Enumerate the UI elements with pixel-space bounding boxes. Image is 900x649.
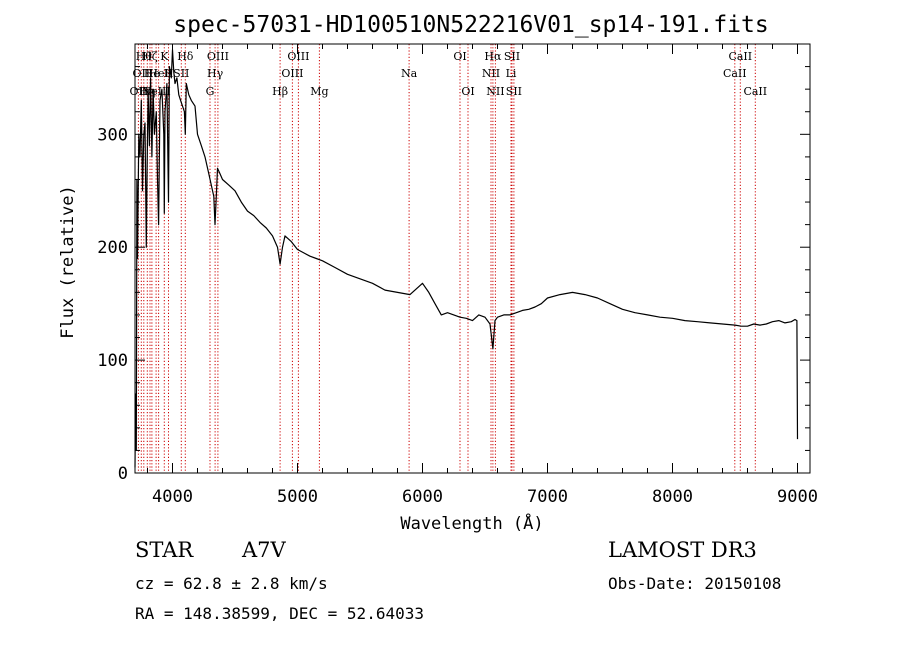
spectral-line-label: OIII <box>287 50 309 63</box>
spectrum-chart: spec-57031-HD100510N522216V01_sp14-191.f… <box>58 12 818 534</box>
plot-frame <box>134 43 811 474</box>
spectral-line-label: Mg <box>310 85 328 98</box>
y-tick-label: 100 <box>97 351 128 371</box>
chart-title: spec-57031-HD100510N522216V01_sp14-191.f… <box>173 12 768 38</box>
x-tick-label: 8000 <box>652 487 693 507</box>
spectral-line-markers <box>137 44 756 473</box>
x-tick-label: 4000 <box>152 487 193 507</box>
spectral-line-label: Hβ <box>272 85 288 98</box>
spectral-line-label: Hζ <box>142 50 158 63</box>
x-tick-label: 9000 <box>777 487 818 507</box>
x-tick-label: 5000 <box>277 487 318 507</box>
spectral-line-label: SII <box>173 67 189 80</box>
spectral-line-label: CaII <box>728 50 752 63</box>
spectral-line-label: G <box>206 85 215 98</box>
spectral-line-label: CaII <box>743 85 767 98</box>
spectral-line-label: OII <box>130 85 148 98</box>
spectral-line-label: HeI <box>148 67 168 80</box>
spectral-line-label: OI <box>453 50 466 63</box>
y-tick-label: 0 <box>118 464 128 484</box>
spectral-line-label: H <box>164 67 174 80</box>
redshift-text: cz = 62.8 ± 2.8 km/s <box>135 574 328 593</box>
spectral-line-label: NII <box>486 85 504 98</box>
survey-name: LAMOST DR3 <box>608 538 757 562</box>
spectral-line-label: Na <box>401 67 418 80</box>
spectral-line-label: OIII <box>281 67 303 80</box>
coordinates-text: RA = 148.38599, DEC = 52.64033 <box>135 604 424 623</box>
spectral-line-label: Hδ <box>177 50 194 63</box>
spectral-line-label: Li <box>506 67 517 80</box>
spectral-line-label: CaII <box>723 67 747 80</box>
x-axis-label: Wavelength (Å) <box>400 512 543 534</box>
object-class: STAR <box>135 538 194 562</box>
spectrum-series-line <box>134 48 799 468</box>
spectral-line-label: K <box>160 50 169 63</box>
spectral-line-label: SII <box>506 85 522 98</box>
spectral-line-label: OI <box>461 85 474 98</box>
spectral-line-label: Hγ <box>207 67 224 80</box>
axis-ticks: 4000 5000 6000 7000 8000 9000 0 100 200 300 <box>97 44 818 507</box>
spectral-line-label: OIII <box>207 50 229 63</box>
x-tick-label: 7000 <box>527 487 568 507</box>
spectral-line-label: Hα <box>484 50 502 63</box>
y-axis-label: Flux (relative) <box>58 185 78 339</box>
x-tick-label: 6000 <box>402 487 443 507</box>
y-tick-label: 300 <box>97 125 128 145</box>
obs-date-text: Obs-Date: 20150108 <box>608 574 782 593</box>
object-subclass: A7V <box>242 538 286 562</box>
spectral-line-label: NII <box>482 67 500 80</box>
spectral-line-label: He <box>144 67 160 80</box>
y-tick-label: 200 <box>97 238 128 258</box>
spectral-line-label: OII <box>132 67 150 80</box>
spectral-line-label: SII <box>504 50 520 63</box>
spectral-line-label: Hθ <box>136 50 153 63</box>
